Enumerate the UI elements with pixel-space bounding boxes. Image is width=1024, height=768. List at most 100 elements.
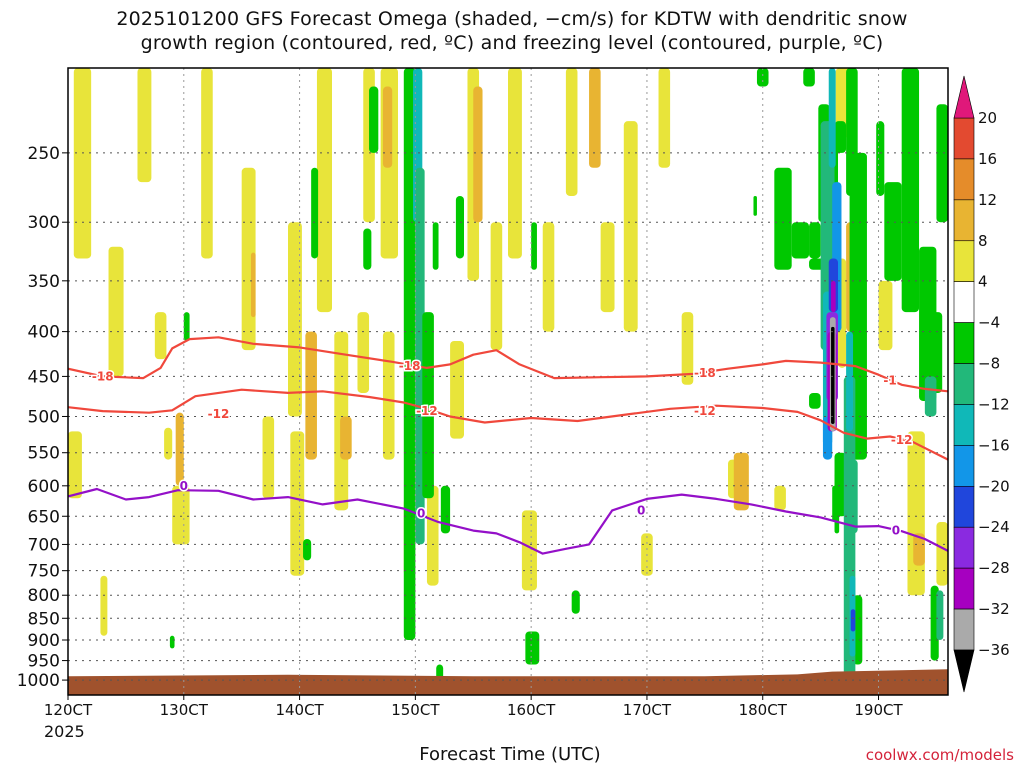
omega-cell xyxy=(473,86,483,223)
colorbar-segment xyxy=(953,404,975,446)
omega-cell xyxy=(73,68,92,259)
y-tick-label: 650 xyxy=(28,507,60,527)
omega-cell xyxy=(262,416,275,499)
chart-title-line-2: growth region (contoured, red, ºC) and f… xyxy=(140,32,884,54)
omega-cell xyxy=(100,575,108,636)
colorbar-label: −28 xyxy=(978,559,1010,577)
omega-cell xyxy=(455,195,464,259)
contour-label: 0 xyxy=(637,503,645,517)
credit-link[interactable]: coolwx.com/models xyxy=(865,746,1014,764)
omega-cell xyxy=(850,609,856,632)
omega-cell xyxy=(571,590,580,614)
x-axis: 120CT 130CT 140CT 150CT 160CT 170CT 180CT 190CT xyxy=(44,695,903,719)
omega-cell xyxy=(774,167,792,270)
colorbar-label: −4 xyxy=(978,314,1000,332)
omega-cell xyxy=(828,68,836,168)
omega-cell xyxy=(164,427,173,460)
omega-cell xyxy=(834,121,847,153)
omega-cell xyxy=(305,331,317,460)
omega-cell xyxy=(290,431,305,576)
omega-cell xyxy=(172,485,190,545)
omega-cell xyxy=(137,68,152,183)
omega-cell xyxy=(175,412,184,486)
y-tick-label: 350 xyxy=(28,272,60,292)
contour-label: -1 xyxy=(883,374,896,388)
contour-label: -12 xyxy=(694,404,716,418)
x-axis-label: Forecast Time (UTC) xyxy=(419,744,601,765)
x-tick-label: 150CT xyxy=(391,701,440,719)
colorbar-segment xyxy=(953,526,975,569)
omega-cell xyxy=(426,485,439,586)
colorbar-segment xyxy=(953,486,975,528)
colorbar-label: 12 xyxy=(978,191,997,209)
contour-labels: -18 -18 -18 -1 -12 -12 -12 -12 0 0 0 0 xyxy=(90,358,914,539)
x-tick-label: 130CT xyxy=(160,701,209,719)
contour-line xyxy=(68,336,948,393)
y-tick-label: 800 xyxy=(28,586,60,606)
colorbar: 20 16 12 8 4 −4 −8 −12 −16 −20 −24 −28 −32 −36 xyxy=(953,75,1010,693)
x-tick-label: 160CT xyxy=(507,701,556,719)
omega-cell xyxy=(623,121,638,332)
y-tick-label: 850 xyxy=(28,609,60,629)
omega-cell xyxy=(936,104,948,223)
omega-shading xyxy=(68,68,948,681)
chart-title-line-1: 2025101200 GFS Forecast Omega (shaded, −… xyxy=(116,8,908,30)
omega-cell xyxy=(183,312,190,342)
omega-cell xyxy=(450,341,464,439)
omega-cell xyxy=(565,68,578,196)
colorbar-top-arrow xyxy=(953,75,975,119)
omega-cell xyxy=(288,222,302,417)
omega-cell xyxy=(913,533,925,566)
y-tick-label: 550 xyxy=(28,444,60,464)
contours xyxy=(68,336,948,555)
omega-cell xyxy=(884,182,902,281)
omega-cell xyxy=(415,167,425,545)
contour-label: -12 xyxy=(208,407,230,421)
y-axis: 2503003504004505005506006507007508008509… xyxy=(17,144,68,691)
omega-cell xyxy=(835,68,850,138)
omega-cell xyxy=(432,222,439,270)
colorbar-label: −24 xyxy=(978,518,1010,536)
contour-label: -18 xyxy=(694,366,716,380)
grid xyxy=(68,68,948,695)
y-tick-label: 450 xyxy=(28,367,60,387)
colorbar-label: −16 xyxy=(978,436,1010,454)
colorbar-segment xyxy=(953,567,975,610)
omega-cell xyxy=(490,222,503,351)
y-tick-label: 1000 xyxy=(17,671,60,691)
colorbar-segment xyxy=(953,199,975,242)
omega-cell xyxy=(846,459,858,534)
omega-cell xyxy=(831,326,835,425)
omega-cell xyxy=(924,376,937,417)
omega-cell xyxy=(382,331,395,460)
omega-cell xyxy=(250,252,256,318)
omega-cell xyxy=(108,246,124,377)
contour-label: -12 xyxy=(416,404,438,418)
contour-label: 0 xyxy=(417,506,425,520)
y-tick-label: 900 xyxy=(28,631,60,651)
omega-cell xyxy=(774,485,786,511)
y-tick-label: 950 xyxy=(28,652,60,672)
x-tick-label: 180CT xyxy=(739,701,788,719)
omega-cell xyxy=(832,485,837,523)
omega-cell xyxy=(589,68,601,168)
colorbar-label: 20 xyxy=(978,109,997,127)
y-tick-label: 600 xyxy=(28,477,60,497)
colorbar-label: −12 xyxy=(978,395,1010,413)
omega-cell xyxy=(531,222,537,270)
contour-line xyxy=(68,388,948,461)
omega-cell xyxy=(733,452,749,511)
omega-cell xyxy=(901,68,920,313)
colorbar-segment xyxy=(953,445,975,487)
plot-frame xyxy=(67,67,949,696)
x-tick-label: 140CT xyxy=(275,701,324,719)
omega-cell xyxy=(809,222,821,259)
omega-cell xyxy=(936,522,948,586)
contour-label: -18 xyxy=(399,359,421,373)
omega-cell xyxy=(936,590,944,641)
omega-cell xyxy=(363,228,372,270)
contour-label: -12 xyxy=(891,433,913,447)
omega-cell xyxy=(930,312,943,393)
colorbar-label: 8 xyxy=(978,232,988,250)
